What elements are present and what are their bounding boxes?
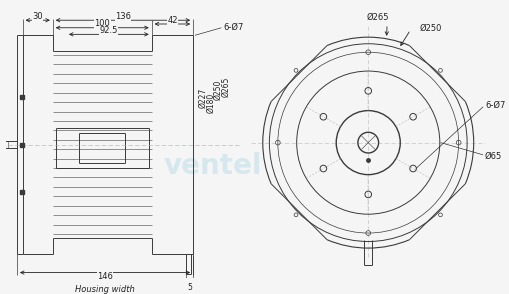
Text: Housing width: Housing width xyxy=(75,285,135,294)
Text: 146: 146 xyxy=(97,272,113,281)
Text: 5: 5 xyxy=(186,283,191,292)
Text: ventel: ventel xyxy=(163,152,262,180)
Text: 136: 136 xyxy=(115,12,131,21)
Text: Ø250: Ø250 xyxy=(213,80,222,100)
Text: Ø265: Ø265 xyxy=(221,77,230,97)
Text: 30: 30 xyxy=(33,12,43,21)
Text: Ø65: Ø65 xyxy=(484,152,501,161)
Text: Ø265: Ø265 xyxy=(365,13,388,22)
Text: 6-Ø7: 6-Ø7 xyxy=(484,101,504,110)
Text: Ø227: Ø227 xyxy=(199,88,207,108)
Text: 100: 100 xyxy=(94,19,110,29)
Text: 92.5: 92.5 xyxy=(99,26,118,35)
Text: Ø180: Ø180 xyxy=(206,93,215,113)
Text: 6-Ø7: 6-Ø7 xyxy=(223,23,243,32)
Text: 42: 42 xyxy=(167,16,177,25)
Text: Ø250: Ø250 xyxy=(419,24,441,33)
